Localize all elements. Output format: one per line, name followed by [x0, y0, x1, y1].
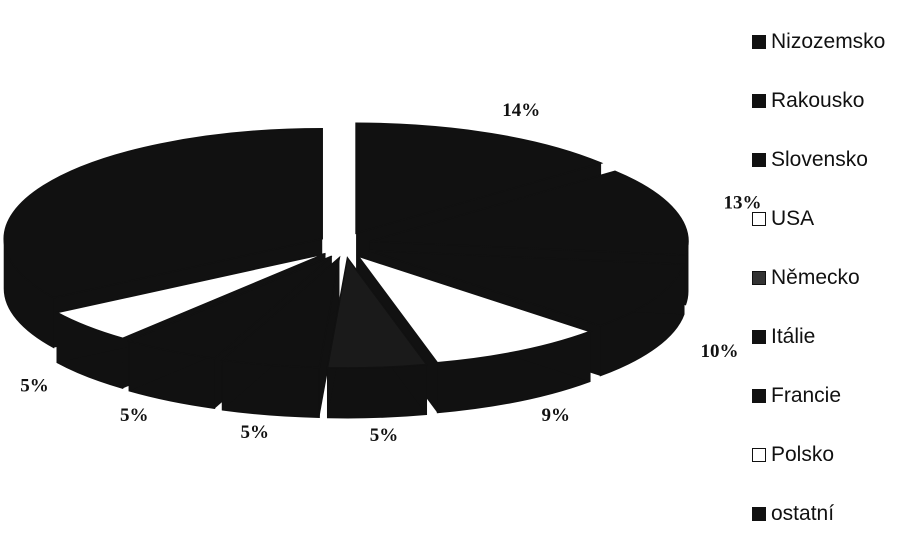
legend-item-usa: USA — [752, 189, 924, 248]
slice-label-nizozemsko: 14% — [502, 100, 540, 121]
slice-label-nemecko: 5% — [370, 425, 399, 446]
legend-swatch — [752, 270, 766, 285]
legend-label: Slovensko — [771, 147, 868, 171]
legend-label: Rakousko — [771, 88, 865, 112]
slice-label-rakousko: 13% — [724, 192, 762, 213]
slice-label-polsko: 5% — [20, 376, 49, 397]
legend-swatch — [752, 388, 766, 403]
legend-swatch — [752, 34, 766, 49]
legend-item-polsko: Polsko — [752, 425, 924, 484]
legend-swatch — [752, 329, 766, 344]
pie-slice-top — [369, 170, 689, 256]
legend-label: Nizozemsko — [771, 29, 886, 53]
pie-labels: 14% 34% 13% 10% 5% 5% 9% 5% 5% — [0, 100, 762, 446]
slice-label-italie: 5% — [240, 422, 269, 443]
legend-swatch — [752, 506, 766, 521]
pie-slice-top — [355, 122, 604, 235]
legend-swatch — [752, 211, 766, 226]
pie-slice-top — [326, 256, 428, 369]
pie-slice-top — [368, 249, 686, 327]
pie-slice-italie — [220, 255, 341, 418]
pie-slice-top — [126, 255, 333, 360]
legend-label: Itálie — [771, 324, 816, 348]
pie-slice-top — [220, 255, 341, 369]
slice-label-ostatni: 34% — [0, 162, 1, 183]
legend-item-nemecko: Německo — [752, 248, 924, 307]
legend-item-nizozemsko: Nizozemsko — [752, 12, 924, 71]
legend-item-francie: Francie — [752, 366, 924, 425]
pie-chart: 14% 34% 13% 10% 5% 5% 9% 5% 5% — [0, 100, 762, 446]
slice-label-slovensko: 10% — [701, 341, 739, 362]
legend-label: ostatní — [771, 501, 835, 525]
legend-label: USA — [771, 206, 815, 230]
legend-item-ostatni: ostatní — [752, 484, 924, 543]
legend-label: Francie — [771, 383, 842, 407]
pie-slice-top — [356, 254, 593, 364]
pie-slices — [3, 122, 689, 419]
legend-swatch — [752, 93, 766, 108]
pie-slice-usa — [356, 254, 593, 414]
legend-item-italie: Itálie — [752, 307, 924, 366]
legend-label: Německo — [771, 265, 860, 289]
legend-item-slovensko: Slovensko — [752, 130, 924, 189]
slice-label-francie: 5% — [120, 405, 149, 426]
legend-label: Polsko — [771, 442, 835, 466]
legend-swatch — [752, 152, 766, 167]
pie-slice-nemecko — [326, 256, 428, 419]
legend-swatch — [752, 447, 766, 462]
pie-slice-top — [3, 127, 323, 299]
pie-slice-top — [54, 252, 326, 340]
legend: Nizozemsko Rakousko Slovensko USA Německ… — [752, 12, 924, 543]
legend-item-rakousko: Rakousko — [752, 71, 924, 130]
slice-label-usa: 9% — [541, 405, 570, 426]
